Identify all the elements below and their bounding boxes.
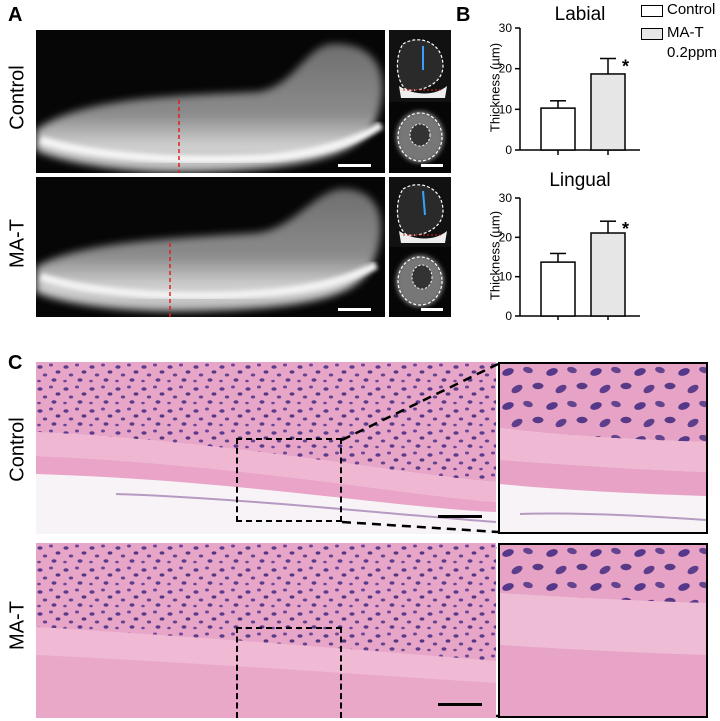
row-label-treated-c: MA-T: [6, 601, 29, 650]
tooth-shape-control: [36, 43, 384, 173]
zoom-region-box: [236, 627, 342, 718]
scale-bar: [438, 703, 482, 706]
row-label-control-c: Control: [6, 417, 29, 482]
row-label-control-a: Control: [6, 65, 29, 130]
micro-ct-control-image: [36, 30, 385, 173]
y-tick-label: 10: [499, 102, 513, 116]
chart-title-lingual: Lingual: [549, 170, 611, 191]
y-tick-label: 30: [499, 21, 513, 35]
he-treated-image: [36, 543, 496, 718]
scale-bar: [338, 308, 371, 311]
bar: [590, 73, 626, 151]
y-tick-label: 0: [505, 309, 512, 320]
he-control-zoom: [498, 362, 708, 534]
scale-bar: [421, 164, 443, 167]
scale-bar: [338, 164, 371, 167]
scale-bar: [438, 515, 482, 518]
bar: [590, 232, 626, 317]
he-control-image: [36, 362, 496, 534]
row-label-treated-a: MA-T: [6, 219, 29, 268]
y-tick-label: 30: [499, 191, 513, 205]
chart-labial: 0 10 20 30 *: [499, 21, 640, 157]
chart-lingual: 0 10 20 30 *: [499, 191, 640, 320]
legend-label-treated-dose: 0.2ppm: [667, 44, 718, 61]
micro-ct-treated-image: [36, 177, 385, 317]
chart-title-labial: Labial: [554, 4, 606, 25]
panel-letter-b: B: [456, 4, 471, 26]
legend-label-control: Control: [667, 1, 716, 18]
significance-marker: *: [622, 219, 629, 239]
legend-swatch-control: [641, 5, 663, 17]
bar: [540, 107, 576, 151]
y-tick-label: 20: [499, 62, 513, 76]
micro-ct-control-cross-section: [389, 30, 451, 173]
y-tick-label: 0: [505, 143, 512, 157]
he-treated-zoom: [498, 543, 708, 718]
panel-letter-a: A: [8, 4, 23, 26]
significance-marker: *: [622, 57, 629, 77]
y-tick-label: 20: [499, 230, 513, 244]
y-tick-label: 10: [499, 270, 513, 284]
panel-letter-c: C: [8, 352, 23, 374]
scale-bar: [421, 308, 443, 311]
micro-ct-treated-cross-section: [389, 177, 451, 317]
tooth-shape-treated: [36, 188, 381, 317]
bar: [540, 261, 576, 317]
zoom-region-box: [236, 438, 342, 522]
legend-label-treated: MA-T: [667, 24, 704, 41]
bar-charts-svg: 0 10 20 30 * 0 10 20 30 *: [499, 21, 640, 320]
legend-swatch-treated: [641, 28, 663, 40]
